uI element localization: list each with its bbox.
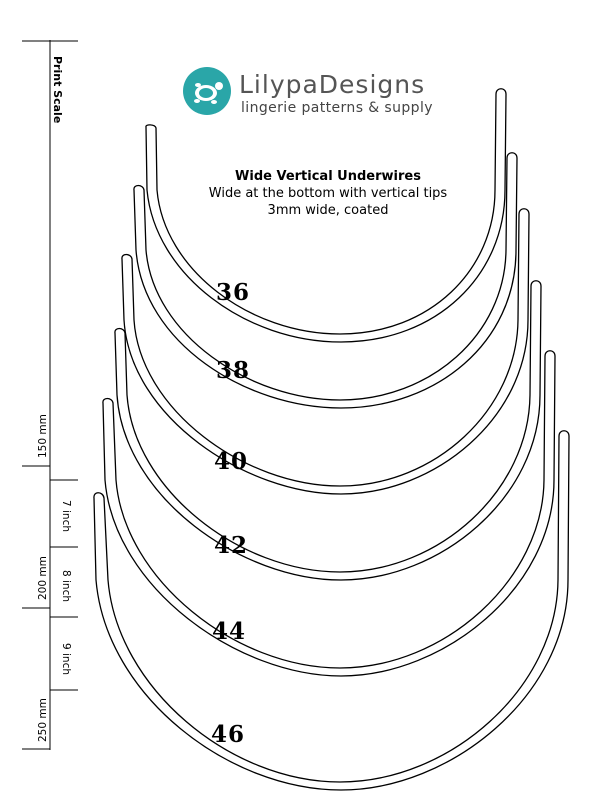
underwire-38 [133,152,518,409]
print-scale-ruler [22,40,78,750]
size-label-36: 36 [216,279,251,306]
product-detail-line-2: 3mm wide, coated [267,203,389,218]
size-label-46: 46 [211,721,246,748]
brand-tagline: lingerie patterns & supply [241,100,433,116]
product-detail-line-1: Wide at the bottom with vertical tips [208,186,448,201]
underwire-36 [145,88,507,343]
product-title: Wide Vertical Underwires [235,169,421,184]
turtle-logo-icon [183,67,231,115]
size-label-40: 40 [214,448,249,475]
print-scale: Print Scale 150 mm 200 mm 250 mm 7 inch … [0,0,90,792]
brand-logo: LilypaDesigns lingerie patterns & supply [182,66,452,122]
product-description: Wide Vertical Underwires Wide at the bot… [180,168,476,219]
underwire-46 [93,430,570,791]
brand-name: LilypaDesigns [239,70,426,99]
size-label-42: 42 [214,532,249,559]
size-label-44: 44 [212,618,247,645]
underwire-44 [102,350,556,677]
underwire-40 [121,208,530,495]
underwire-42 [114,280,542,581]
size-label-38: 38 [216,357,251,384]
